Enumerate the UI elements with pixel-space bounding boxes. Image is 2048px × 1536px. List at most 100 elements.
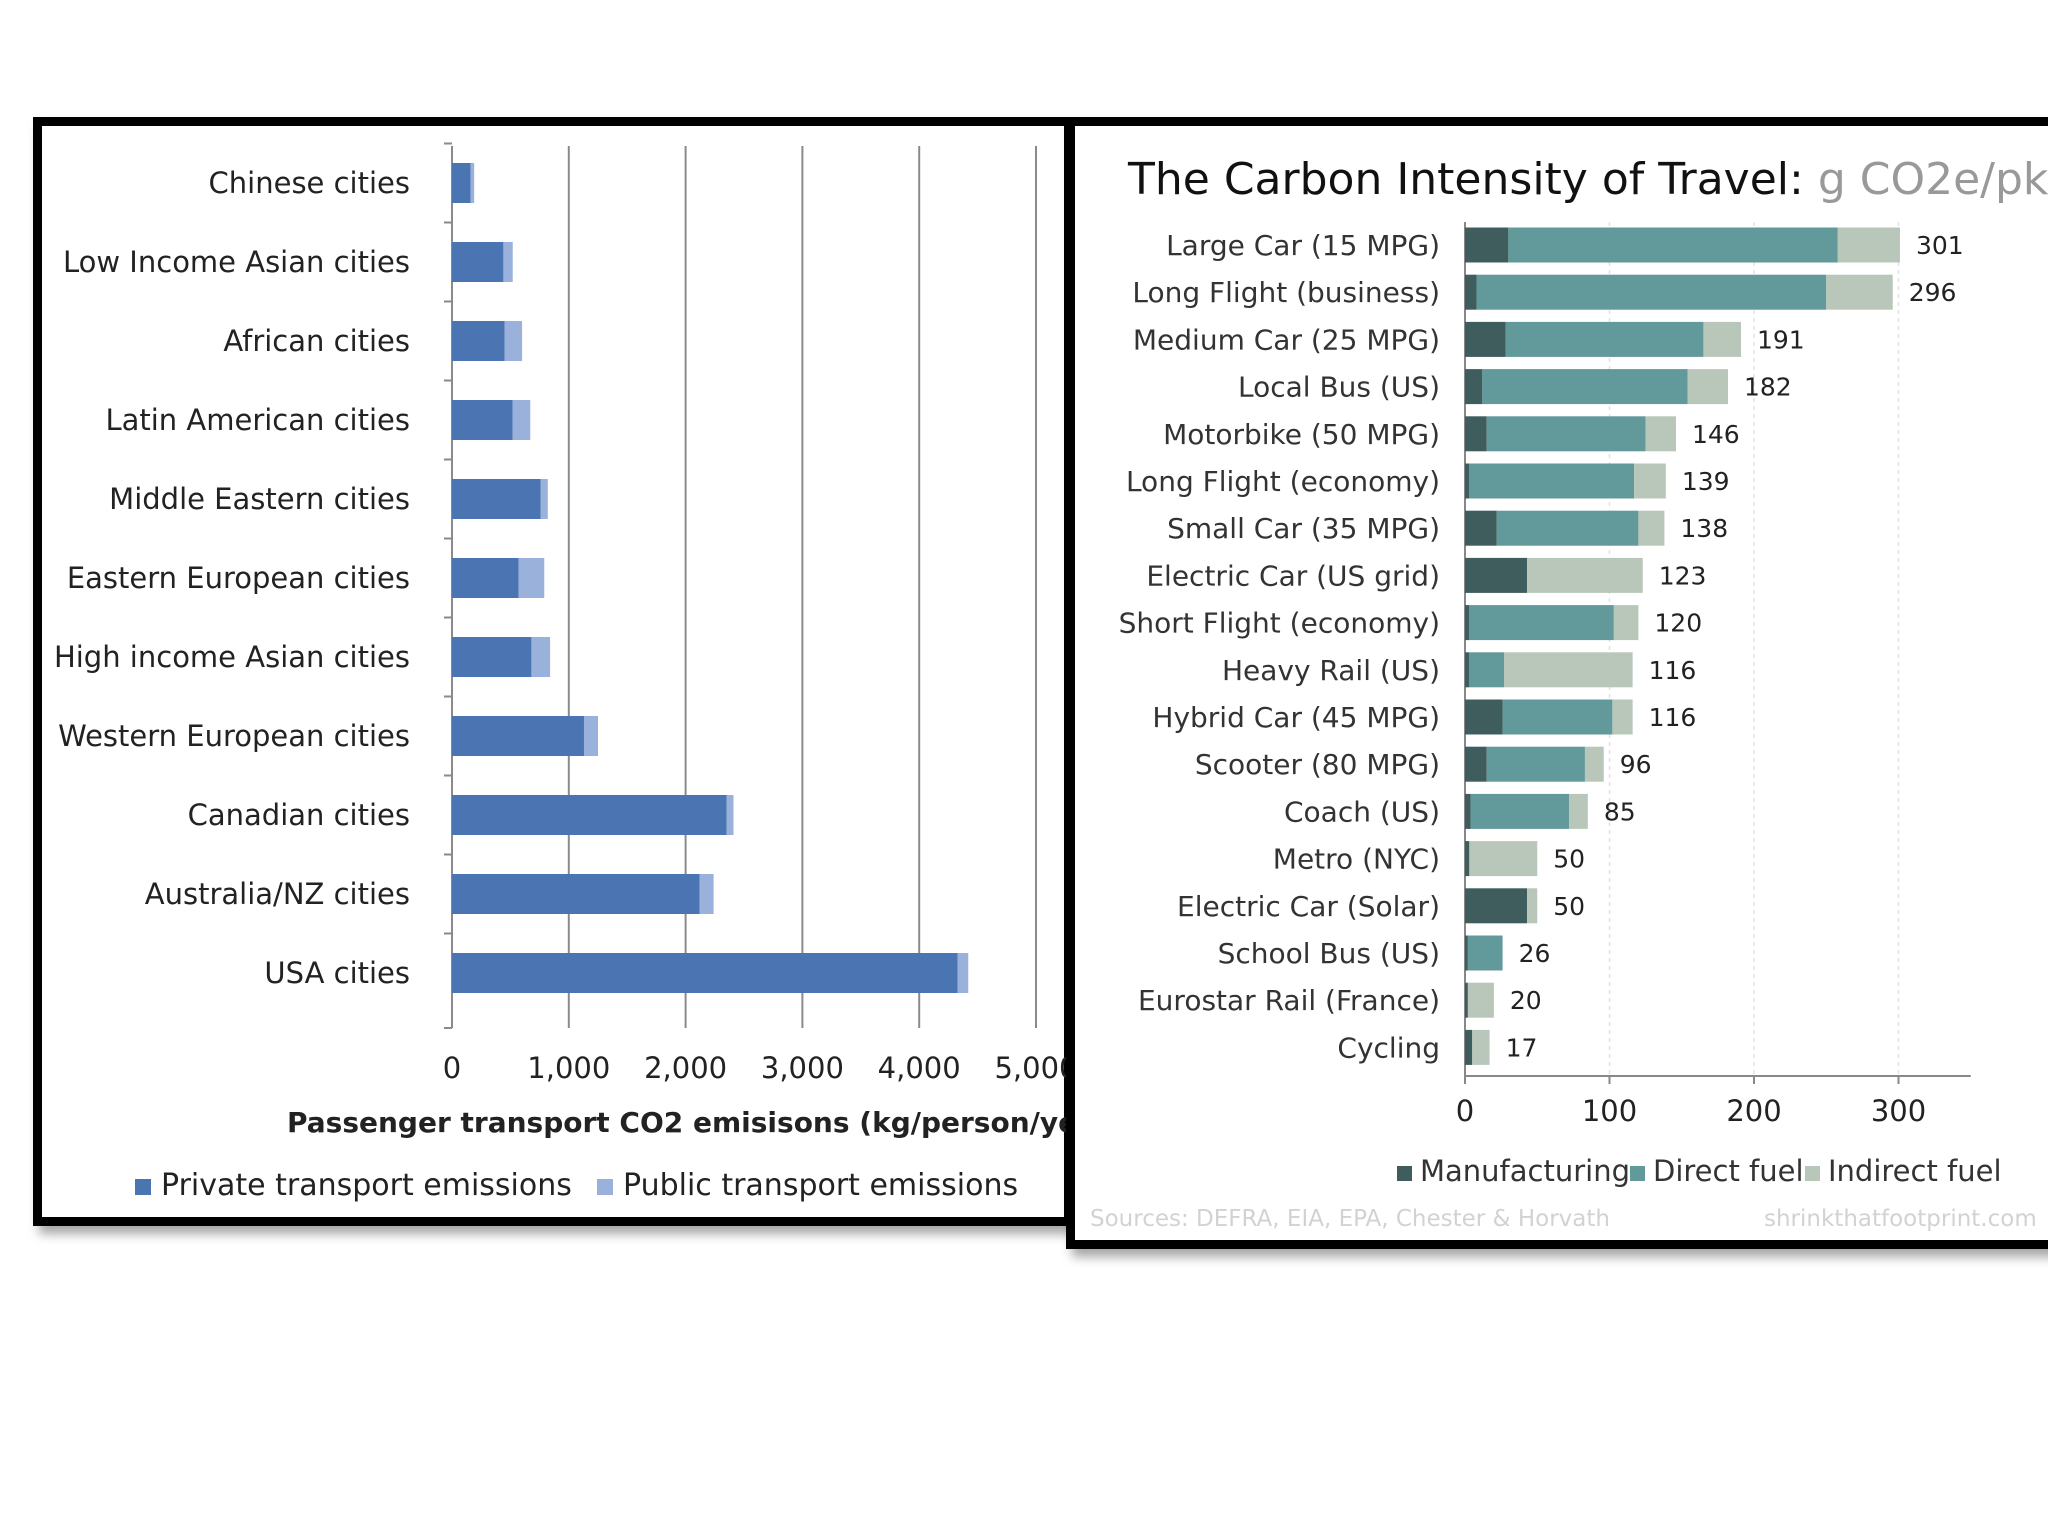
legend-label-indirect-fuel: Indirect fuel — [1828, 1154, 2002, 1188]
bar-private-transport-emissions-latin-american-cities — [452, 400, 513, 440]
bar-indirect-fuel-electric-car-us-grid — [1527, 557, 1643, 593]
total-label-electric-car-solar: 50 — [1553, 892, 1585, 921]
x-tick-label: 3,000 — [761, 1051, 844, 1085]
total-label-motorbike-50-mpg: 146 — [1692, 420, 1740, 449]
total-label-coach-us: 85 — [1604, 797, 1636, 826]
category-label-long-flight-economy: Long Flight (economy) — [1126, 465, 1440, 498]
category-label-canadian-cities: Canadian cities — [188, 798, 410, 832]
bar-manufacturing-electric-car-solar — [1465, 888, 1528, 924]
bar-indirect-fuel-coach-us — [1569, 793, 1588, 829]
x-tick-label: 1,000 — [527, 1051, 610, 1085]
bar-private-transport-emissions-eastern-european-cities — [452, 558, 519, 598]
bar-indirect-fuel-long-flight-business — [1826, 274, 1893, 310]
bar-private-transport-emissions-middle-eastern-cities — [452, 479, 541, 519]
bar-direct-fuel-coach-us — [1470, 793, 1570, 829]
x-tick-label: 0 — [1456, 1094, 1474, 1128]
bar-public-transport-emissions-low-income-asian-cities — [503, 242, 513, 282]
category-label-african-cities: African cities — [223, 324, 410, 358]
bar-private-transport-emissions-canadian-cities — [452, 795, 727, 835]
total-label-cycling: 17 — [1506, 1033, 1538, 1062]
legend-swatch-direct-fuel — [1630, 1166, 1645, 1181]
bar-public-transport-emissions-eastern-european-cities — [518, 558, 545, 598]
category-label-school-bus-us: School Bus (US) — [1218, 937, 1440, 970]
bar-manufacturing-coach-us — [1465, 793, 1471, 829]
bar-indirect-fuel-hybrid-car-45-mpg — [1612, 699, 1633, 735]
bar-direct-fuel-long-flight-business — [1476, 274, 1827, 310]
category-label-electric-car-us-grid: Electric Car (US grid) — [1146, 559, 1440, 592]
bar-private-transport-emissions-australia-nz-cities — [452, 874, 700, 914]
bar-private-transport-emissions-high-income-asian-cities — [452, 637, 532, 677]
x-tick-label: 200 — [1726, 1094, 1781, 1128]
bar-indirect-fuel-motorbike-50-mpg — [1645, 416, 1676, 452]
total-label-short-flight-economy: 120 — [1654, 609, 1702, 638]
category-label-middle-eastern-cities: Middle Eastern cities — [109, 482, 410, 516]
total-label-school-bus-us: 26 — [1519, 939, 1551, 968]
bar-direct-fuel-medium-car-25-mpg — [1505, 321, 1704, 357]
total-label-scooter-80-mpg: 96 — [1620, 750, 1652, 779]
chart-title-unit: g CO2e/pkm — [1817, 154, 2048, 205]
category-label-eurostar-rail-france: Eurostar Rail (France) — [1138, 984, 1440, 1017]
total-label-heavy-rail-us: 116 — [1649, 656, 1697, 685]
bar-indirect-fuel-large-car-15-mpg — [1837, 227, 1900, 263]
total-label-small-car-35-mpg: 138 — [1680, 514, 1728, 543]
bar-manufacturing-local-bus-us — [1465, 369, 1483, 405]
bar-public-transport-emissions-high-income-asian-cities — [531, 637, 551, 677]
bar-indirect-fuel-medium-car-25-mpg — [1703, 321, 1741, 357]
bar-manufacturing-long-flight-economy — [1465, 463, 1470, 499]
bar-indirect-fuel-small-car-35-mpg — [1638, 510, 1665, 546]
bar-direct-fuel-large-car-15-mpg — [1508, 227, 1838, 263]
bar-private-transport-emissions-western-european-cities — [452, 716, 584, 756]
bar-public-transport-emissions-western-european-cities — [583, 716, 598, 756]
x-tick-label: 100 — [1582, 1094, 1637, 1128]
bar-manufacturing-short-flight-economy — [1465, 605, 1470, 641]
urban-transport-emissions-chart: Passenger transport CO2 emisisons (kg/pe… — [54, 142, 1123, 1139]
total-label-eurostar-rail-france: 20 — [1510, 986, 1542, 1015]
bar-indirect-fuel-metro-nyc — [1469, 841, 1538, 877]
category-label-coach-us: Coach (US) — [1284, 795, 1440, 828]
category-label-local-bus-us: Local Bus (US) — [1238, 371, 1440, 404]
legend-label-direct-fuel: Direct fuel — [1653, 1154, 1804, 1188]
category-label-hybrid-car-45-mpg: Hybrid Car (45 MPG) — [1152, 701, 1440, 734]
x-tick-label: 300 — [1871, 1094, 1926, 1128]
legend-label-public: Public transport emissions — [623, 1168, 1019, 1203]
x-axis-title: Passenger transport CO2 emisisons (kg/pe… — [287, 1106, 1082, 1139]
category-label-metro-nyc: Metro (NYC) — [1273, 843, 1440, 876]
category-label-cycling: Cycling — [1337, 1031, 1440, 1064]
bar-manufacturing-large-car-15-mpg — [1465, 227, 1509, 263]
legend-swatch-public — [597, 1179, 613, 1195]
category-label-medium-car-25-mpg: Medium Car (25 MPG) — [1133, 323, 1440, 356]
bar-public-transport-emissions-canadian-cities — [726, 795, 734, 835]
legend-private: Private transport emissions — [135, 1168, 572, 1203]
bar-indirect-fuel-short-flight-economy — [1613, 605, 1639, 641]
category-label-eastern-european-cities: Eastern European cities — [67, 561, 410, 595]
bar-private-transport-emissions-usa-cities — [452, 953, 958, 993]
category-label-high-income-asian-cities: High income Asian cities — [54, 640, 410, 674]
bar-direct-fuel-long-flight-economy — [1469, 463, 1635, 499]
bar-manufacturing-scooter-80-mpg — [1465, 746, 1487, 782]
left-chart-panel: Passenger transport CO2 emisisons (kg/pe… — [33, 117, 1123, 1226]
bar-direct-fuel-school-bus-us — [1467, 935, 1503, 971]
category-label-small-car-35-mpg: Small Car (35 MPG) — [1167, 512, 1440, 545]
carbon-intensity-chart: 0 100 200 300 Large Car (15 MPG) 301 Long Flig… — [1119, 222, 1971, 1128]
category-label-chinese-cities: Chinese cities — [209, 166, 410, 200]
bar-direct-fuel-heavy-rail-us — [1469, 652, 1505, 688]
bar-direct-fuel-local-bus-us — [1482, 369, 1688, 405]
bar-public-transport-emissions-chinese-cities — [470, 163, 475, 203]
category-label-heavy-rail-us: Heavy Rail (US) — [1222, 654, 1440, 687]
x-tick-label: 4,000 — [878, 1051, 961, 1085]
bar-private-transport-emissions-african-cities — [452, 321, 505, 361]
legend-public: Public transport emissions — [597, 1168, 1018, 1203]
category-label-australia-nz-cities: Australia/NZ cities — [145, 877, 410, 911]
bar-manufacturing-electric-car-us-grid — [1465, 557, 1528, 593]
bar-public-transport-emissions-australia-nz-cities — [699, 874, 714, 914]
legend-swatch-private — [135, 1179, 151, 1195]
bar-indirect-fuel-cycling — [1472, 1029, 1490, 1065]
total-label-long-flight-economy: 139 — [1682, 467, 1730, 496]
bar-manufacturing-metro-nyc — [1465, 841, 1470, 877]
bar-public-transport-emissions-african-cities — [504, 321, 523, 361]
total-label-medium-car-25-mpg: 191 — [1757, 325, 1805, 354]
right-chart-panel: The Carbon Intensity of Travel: g CO2e/p… — [1066, 117, 2048, 1249]
chart-title: The Carbon Intensity of Travel: g CO2e/p… — [1128, 154, 2048, 205]
bar-manufacturing-cycling — [1465, 1029, 1473, 1065]
bar-manufacturing-hybrid-car-45-mpg — [1465, 699, 1503, 735]
